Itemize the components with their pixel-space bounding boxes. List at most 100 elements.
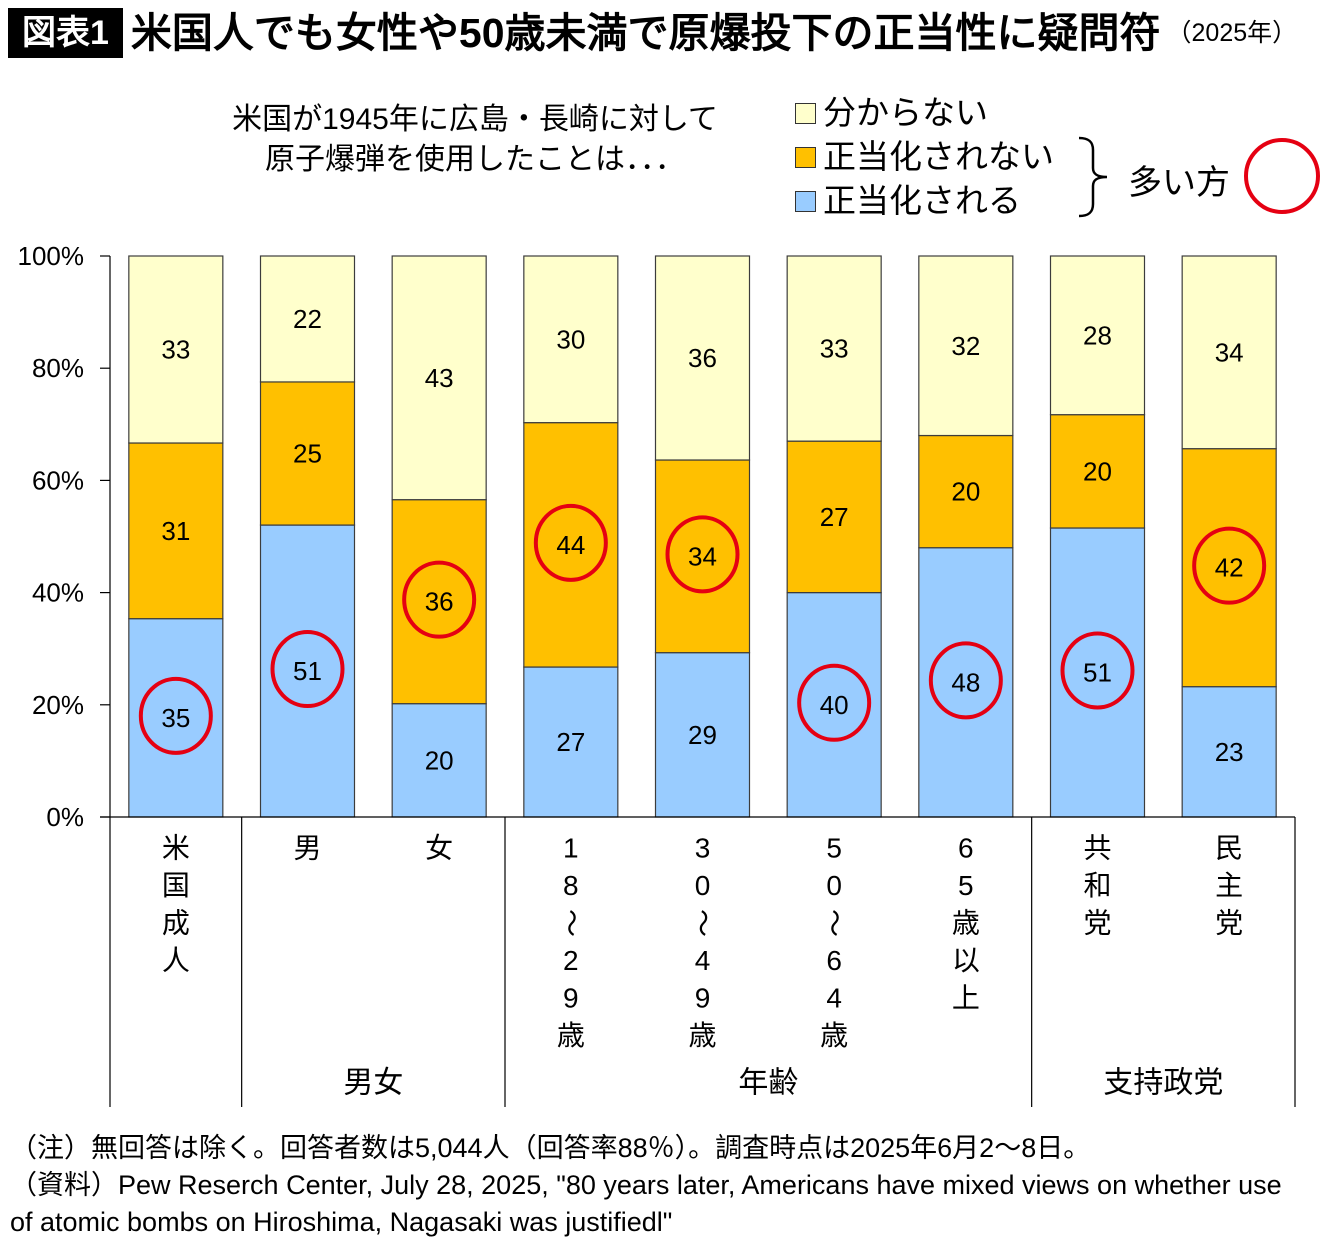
legend-swatch-unknown <box>795 102 816 124</box>
bar-segment <box>391 499 487 705</box>
y-tick-label: 60% <box>32 465 84 495</box>
category-label: 1 8 ～ 2 9 歳 <box>555 833 586 1052</box>
bar-segment <box>523 422 619 668</box>
category-label: 民主党 <box>1215 833 1243 939</box>
category-label-char: ～ <box>687 909 718 937</box>
bar-segment <box>918 434 1014 549</box>
category-label-char: 和 <box>1083 870 1111 901</box>
data-label: 36 <box>425 587 454 617</box>
bar-segment <box>1181 255 1277 450</box>
data-label: 34 <box>688 541 717 571</box>
figure-year: （2025年） <box>1166 19 1298 47</box>
data-label: 25 <box>293 438 322 468</box>
category-label-char: 1 <box>563 833 579 864</box>
category-label: 共和党 <box>1083 833 1111 939</box>
category-label: 5 0 ～ 6 4 歳 <box>819 833 850 1052</box>
bar-stack: 51 25 22 <box>259 255 356 818</box>
bar-segment <box>786 255 882 442</box>
category-label-char: 2 <box>563 945 579 976</box>
bar-segment <box>918 547 1014 818</box>
category-label-char: 党 <box>1083 908 1111 939</box>
legend-item-justified: 正当化される <box>795 179 1054 223</box>
legend-note-label: 多い方 <box>1128 164 1230 202</box>
data-label: 20 <box>425 745 454 775</box>
highlight-circle <box>270 630 345 709</box>
category-label-char: 歳 <box>557 1020 585 1051</box>
data-label: 23 <box>1215 737 1244 767</box>
bar-stack: 35 31 33 <box>128 255 224 818</box>
category-label-char: 9 <box>695 983 711 1014</box>
category-label-char: 人 <box>162 945 190 976</box>
category-label: 女 <box>425 833 453 864</box>
group-label: 支持政党 <box>1103 1067 1223 1100</box>
legend-item-unknown: 分からない <box>795 91 1054 135</box>
bar-segment <box>654 459 751 654</box>
category-label-char: 民 <box>1215 833 1243 864</box>
bar-segment <box>391 703 487 818</box>
bar-stack: 48 20 32 <box>918 255 1014 818</box>
legend-swatch-not-justified <box>795 146 816 168</box>
group-label: 年齢 <box>738 1067 798 1100</box>
bar-segment <box>654 652 751 818</box>
category-label-char: 上 <box>952 983 980 1014</box>
legend-label-justified: 正当化される <box>823 182 1021 219</box>
figure-number-badge: 図表1 <box>8 8 123 58</box>
bar-segment <box>128 255 224 444</box>
highlight-circle <box>928 641 1003 720</box>
category-label: 3 0 ～ 4 9 歳 <box>687 833 718 1052</box>
data-label: 40 <box>820 690 849 720</box>
bar-stack: 20 36 43 <box>391 255 487 818</box>
data-label: 32 <box>951 331 980 361</box>
data-label: 28 <box>1083 320 1112 350</box>
data-label: 42 <box>1215 553 1244 583</box>
category-label-char: 4 <box>826 983 842 1014</box>
y-tick-label: 0% <box>46 802 84 832</box>
category-label: 6 5 歳以上 <box>952 833 980 1014</box>
note-text: （注）無回答は除く。回答者数は5,044人（回答率88％）。調査時点は2025年… <box>10 1133 1091 1163</box>
legend-label-not-justified: 正当化されない <box>823 138 1054 175</box>
category-label-char: 9 <box>563 983 579 1014</box>
bar-segment <box>128 618 224 818</box>
legend-highlight-circle-icon <box>1244 138 1320 214</box>
category-label-char: 共 <box>1083 833 1111 864</box>
data-label: 30 <box>556 324 585 354</box>
category-label-char: 6 <box>826 945 842 976</box>
category-label-char: 0 <box>826 870 842 901</box>
legend-label-unknown: 分からない <box>823 94 988 131</box>
category-label-char: ～ <box>819 909 850 937</box>
data-label: 33 <box>161 335 190 365</box>
data-label: 48 <box>951 667 980 697</box>
highlight-circle <box>1060 631 1135 710</box>
bar-segment <box>1049 414 1146 529</box>
figure-header: 図表1 米国人でも女性や50歳未満で原爆投下の正当性に疑問符 （2025年） <box>8 8 1297 58</box>
highlight-circle <box>797 663 872 742</box>
legend-swatch-justified <box>795 190 816 212</box>
bar-stack: 40 27 33 <box>786 255 882 818</box>
category-label-char: 5 <box>958 870 974 901</box>
data-label: 51 <box>1083 658 1112 688</box>
data-label: 33 <box>820 334 849 364</box>
category-label-char: 男 <box>293 833 321 864</box>
y-tick-label: 100% <box>18 241 85 271</box>
survey-question: 米国が1945年に広島・長崎に対して 原子爆弾を使用したことは．．． <box>175 100 775 180</box>
data-label: 34 <box>1215 337 1244 367</box>
data-label: 20 <box>1083 456 1112 486</box>
data-label: 29 <box>688 720 717 750</box>
chart-legend: 分からない 正当化されない 正当化される <box>795 91 1054 223</box>
survey-question-line-1: 米国が1945年に広島・長崎に対して <box>232 103 718 136</box>
y-tick-label: 80% <box>32 353 84 383</box>
y-tick-label: 40% <box>32 578 84 608</box>
category-label-char: 0 <box>695 870 711 901</box>
data-label: 27 <box>820 502 849 532</box>
highlight-circle <box>665 515 740 594</box>
bar-stack: 29 34 36 <box>654 255 751 818</box>
category-label-char: 歳 <box>688 1020 716 1051</box>
data-label: 27 <box>556 727 585 757</box>
bar-segment <box>523 255 619 424</box>
category-label-char: ～ <box>555 909 586 937</box>
legend-item-not-justified: 正当化されない <box>795 135 1054 179</box>
category-label-char: 8 <box>563 870 579 901</box>
data-label: 43 <box>425 363 454 393</box>
